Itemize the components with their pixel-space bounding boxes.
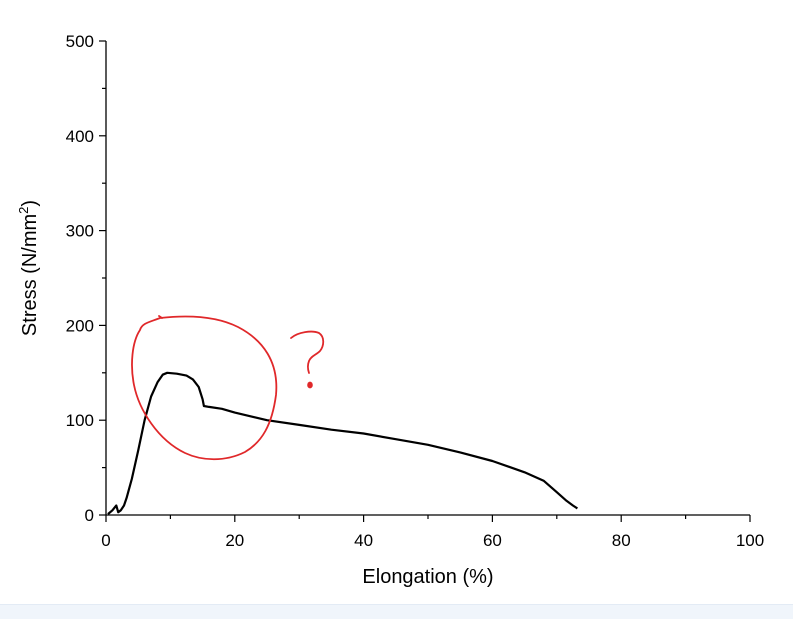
- y-tick-label: 100: [66, 411, 94, 430]
- y-tick-label: 400: [66, 127, 94, 146]
- x-tick-label: 40: [354, 531, 373, 550]
- x-tick-label: 80: [612, 531, 631, 550]
- y-tick-label: 0: [85, 506, 94, 525]
- hand-drawn-annotations: [131, 315, 325, 461]
- axis-ticks: [99, 40, 751, 522]
- annotation-tick: [158, 315, 163, 319]
- series-line-1: [107, 371, 578, 515]
- x-tick-label: 60: [483, 531, 502, 550]
- y-axis-label-superscript: 2: [16, 207, 31, 214]
- annotation-question-dot: [307, 381, 313, 389]
- stress-elongation-chart: 0 20 40 60 80 100 0 100 200 300 400 500 Elongation …: [16, 32, 765, 588]
- x-tick-label: 0: [101, 531, 110, 550]
- y-axis-label: Stress (N/mm2): [16, 200, 41, 336]
- annotation-circle: [131, 315, 278, 461]
- x-tick-label: 100: [736, 531, 764, 550]
- y-tick-label: 200: [66, 316, 94, 335]
- plot-area: [107, 371, 578, 515]
- y-axis-label-base: Stress (N/mm: [19, 214, 41, 336]
- x-axis-label: Elongation (%): [362, 566, 493, 588]
- axis-tick-labels: 0 20 40 60 80 100 0 100 200 300 400 500: [66, 32, 765, 550]
- bottom-band: [0, 604, 793, 619]
- x-tick-label: 20: [225, 531, 244, 550]
- annotation-question-mark: [290, 330, 325, 374]
- y-tick-label: 300: [66, 222, 94, 241]
- y-axis-label-close: ): [19, 200, 41, 207]
- y-tick-label: 500: [66, 32, 94, 51]
